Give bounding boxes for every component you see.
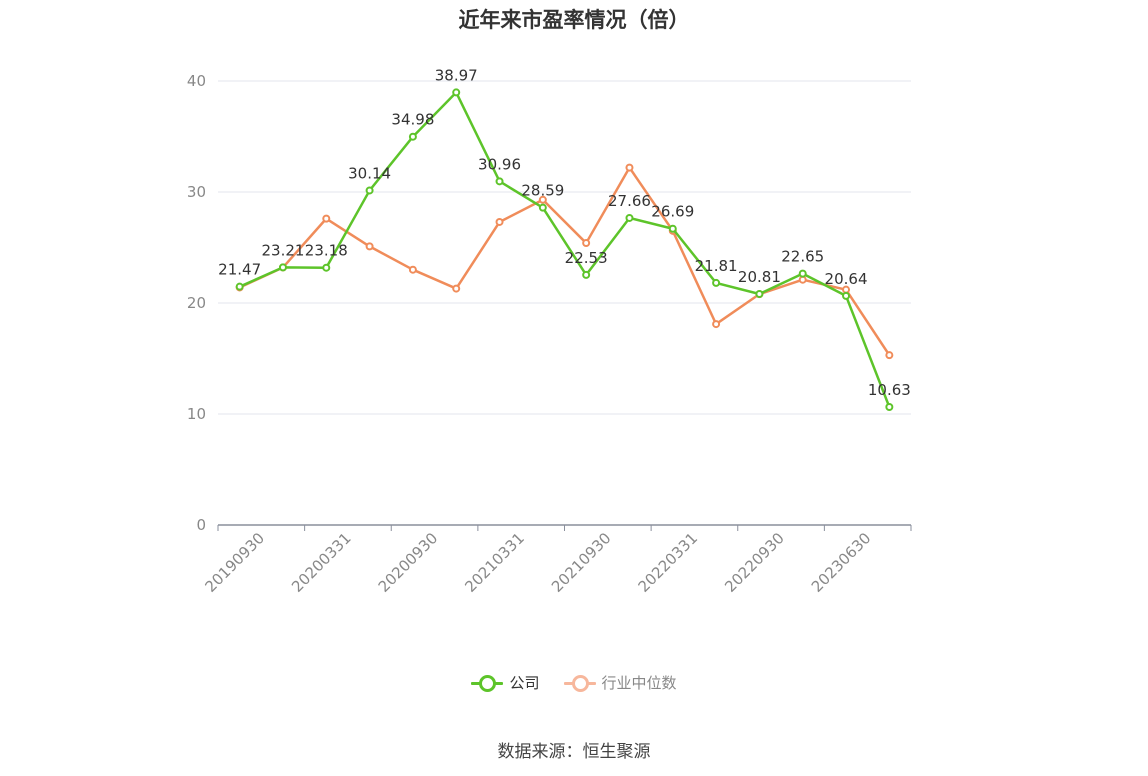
industry-point	[538, 195, 547, 204]
y-tick-label: 40	[187, 72, 206, 90]
company-point	[408, 132, 417, 141]
data-label: 23.18	[305, 242, 348, 260]
industry-point	[625, 163, 634, 172]
company-point	[538, 203, 547, 212]
company-point	[798, 269, 807, 278]
legend-label-company: 公司	[509, 674, 540, 692]
legend-item-company[interactable]: 公司	[471, 672, 540, 693]
company-point	[842, 291, 851, 300]
legend-swatch-company	[471, 674, 504, 692]
x-tick-label: 20220331	[635, 529, 702, 596]
legend-swatch-industry	[563, 674, 596, 692]
industry-line	[239, 166, 891, 356]
data-label: 22.65	[781, 248, 824, 266]
x-tick-label: 20230630	[808, 529, 875, 596]
data-source: 数据来源：恒生聚源	[497, 742, 651, 762]
industry-point	[452, 284, 461, 293]
x-tick-label: 20200930	[375, 529, 442, 596]
company-point	[625, 213, 634, 222]
company-point	[235, 282, 244, 291]
legend-item-industry[interactable]: 行业中位数	[563, 672, 677, 693]
industry-point	[798, 275, 807, 284]
x-tick-label: 20200331	[288, 529, 355, 596]
industry-point	[885, 351, 894, 360]
chart-title: 近年来市盈率情况（倍）	[458, 8, 690, 32]
company-point	[712, 278, 721, 287]
data-label: 20.64	[825, 270, 868, 288]
industry-point	[582, 239, 591, 248]
y-tick-label: 10	[187, 405, 206, 423]
industry-point	[495, 217, 504, 226]
company-point	[278, 263, 287, 272]
company-point	[495, 177, 504, 186]
company-point	[365, 186, 374, 195]
industry-point	[365, 242, 374, 251]
data-label: 21.81	[695, 257, 738, 275]
y-tick-label: 30	[187, 183, 206, 201]
y-axis-ticks: 0 10 20 30 40	[187, 72, 206, 534]
data-label: 20.81	[738, 268, 781, 286]
data-label: 27.66	[608, 192, 651, 210]
legend-label-industry: 行业中位数	[601, 674, 677, 692]
data-label: 23.21	[261, 241, 304, 259]
industry-point	[408, 265, 417, 274]
x-axis: 20190930 20200331 20200930 20210331 20210930…	[201, 524, 912, 596]
data-label: 38.97	[435, 66, 478, 84]
company-point	[885, 403, 894, 412]
company-point	[452, 88, 461, 97]
x-tick-label: 20220930	[721, 529, 788, 596]
company-point	[582, 270, 591, 279]
company-point	[755, 290, 764, 299]
legend: 公司 行业中位数	[0, 672, 1148, 693]
industry-point	[712, 320, 721, 329]
data-label: 22.53	[565, 249, 608, 267]
grid-lines	[218, 80, 911, 415]
y-tick-label: 0	[196, 516, 206, 534]
data-label: 26.69	[651, 203, 694, 221]
company-point	[668, 224, 677, 233]
data-label: 34.98	[391, 111, 434, 129]
industry-point	[322, 214, 331, 223]
company-line	[239, 91, 891, 408]
data-label: 21.47	[218, 261, 261, 279]
data-label: 30.14	[348, 164, 391, 182]
x-tick-label: 20210331	[461, 529, 528, 596]
series-company	[235, 88, 894, 412]
data-label: 28.59	[521, 182, 564, 200]
y-tick-label: 20	[187, 294, 206, 312]
x-tick-label: 20210930	[548, 529, 615, 596]
data-label: 30.96	[478, 155, 521, 173]
data-label: 10.63	[868, 381, 911, 399]
x-tick-label: 20190930	[201, 529, 268, 596]
company-point	[322, 263, 331, 272]
